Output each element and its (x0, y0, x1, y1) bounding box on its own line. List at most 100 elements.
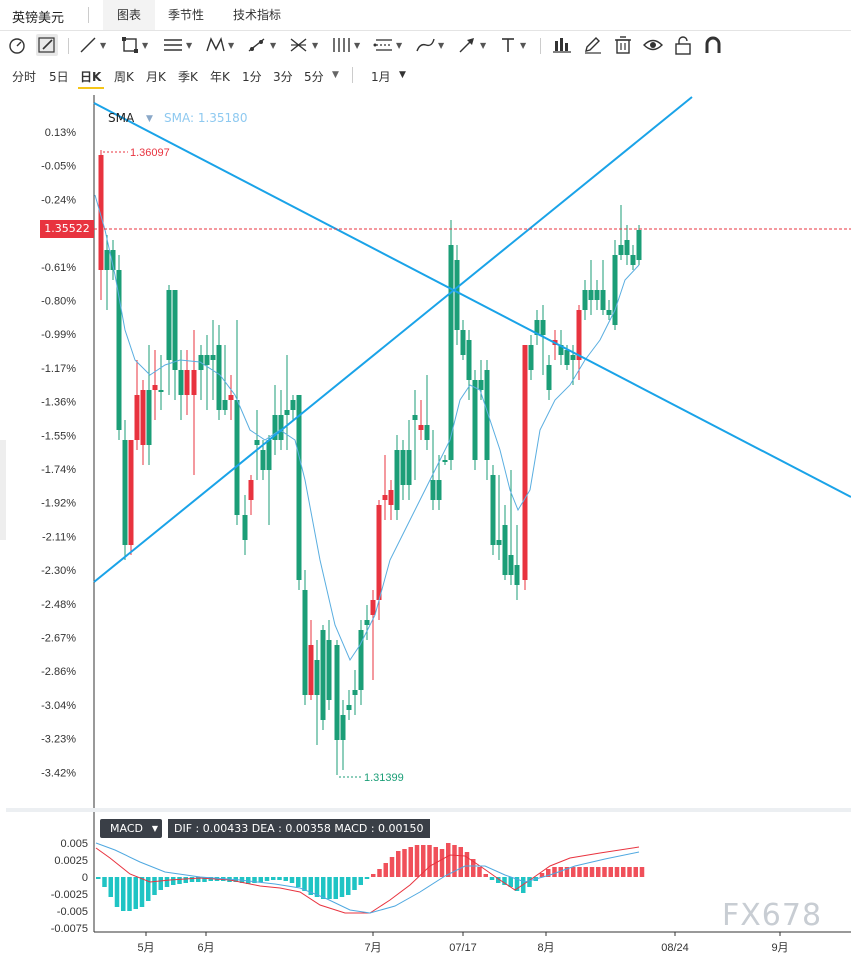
period-3min[interactable]: 3分 (273, 70, 293, 84)
macd-bar (371, 874, 376, 877)
candle-body (576, 310, 582, 360)
macd-bar (283, 877, 288, 881)
candle-body (546, 365, 552, 390)
bars-icon[interactable]: ▼ (333, 38, 361, 52)
macd-bar (102, 877, 107, 887)
bar-chart-icon[interactable] (551, 34, 573, 56)
eye-icon[interactable] (642, 34, 664, 56)
x-tick-label: 5月 (137, 942, 154, 953)
y-tick-label: -3.23% (41, 734, 76, 746)
macd-bar (639, 867, 645, 877)
tab-technical-indicators[interactable]: 技术指标 (232, 8, 281, 22)
magnet-icon[interactable] (702, 34, 724, 56)
brush-icon[interactable]: ▼ (414, 34, 444, 56)
period-5day[interactable]: 5日 (49, 70, 69, 84)
period-yearly[interactable]: 年K (210, 70, 230, 84)
candle-body (152, 385, 158, 390)
macd-bar (564, 867, 570, 877)
period-1min[interactable]: 1分 (242, 70, 262, 84)
candle-body (346, 705, 352, 710)
candle-body (594, 290, 600, 300)
candle-body (302, 590, 308, 695)
candle-body (496, 540, 502, 545)
candle-body (636, 230, 642, 260)
candle-body (448, 245, 454, 460)
side-panel-handle[interactable] (0, 440, 6, 540)
period-5min[interactable]: 5分 (304, 70, 324, 84)
x-tick-label: 07/17 (449, 942, 477, 953)
period-weekly[interactable]: 周K (114, 70, 134, 84)
candle-body (564, 350, 570, 365)
macd-bar (177, 877, 182, 884)
macd-y-tick-label: -0.005 (57, 906, 88, 918)
candle-body (394, 450, 400, 510)
candle-body (376, 505, 382, 600)
macd-bar (296, 877, 301, 887)
macd-bar (202, 877, 207, 882)
macd-bar (421, 845, 426, 877)
range-select[interactable]: 1月 (371, 70, 391, 84)
candle-body (204, 355, 210, 365)
y-tick-label: -1.17% (41, 363, 76, 375)
y-tick-label: -1.74% (41, 464, 76, 476)
x-tick-label: 8月 (537, 942, 554, 953)
period-monthly[interactable]: 月K (146, 70, 166, 84)
symbol-title: 英镑美元 (12, 11, 65, 26)
macd-bar (627, 867, 632, 877)
macd-bar (127, 877, 132, 911)
tab-chart[interactable]: 图表 (103, 0, 155, 30)
sma-label[interactable]: SMA (108, 111, 135, 125)
macd-bar (433, 847, 438, 877)
watermark: FX678 (722, 898, 823, 933)
macd-bar (539, 873, 545, 877)
y-tick-label: -2.30% (41, 565, 76, 577)
macd-bar (552, 867, 557, 877)
range-caret[interactable]: ▼ (399, 70, 406, 80)
y-tick-label: 0.13% (45, 127, 76, 139)
macd-bar (471, 859, 476, 877)
parallel-lines-icon[interactable]: ▼ (164, 39, 193, 51)
macd-bar (339, 877, 345, 897)
macd-bar (327, 877, 332, 899)
period-more-caret[interactable]: ▼ (332, 70, 339, 80)
low-marker-label: 1.31399 (364, 772, 404, 784)
candle-body (278, 415, 284, 440)
trash-icon[interactable] (612, 34, 634, 56)
fib-icon[interactable]: ▼ (372, 34, 402, 56)
tab-seasonality[interactable]: 季节性 (167, 8, 204, 22)
candle-body (400, 450, 406, 485)
pattern-icon[interactable]: ▼ (204, 34, 234, 56)
sma-line (94, 194, 640, 662)
pencil-icon[interactable] (36, 34, 58, 56)
candle-body (454, 260, 460, 330)
period-intraday[interactable]: 分时 (12, 70, 37, 84)
macd-bar (402, 849, 407, 877)
edit-icon[interactable] (582, 34, 604, 56)
period-quarterly[interactable]: 季K (178, 70, 198, 84)
line-icon[interactable]: ▼ (78, 34, 106, 56)
lock-icon[interactable] (672, 34, 694, 56)
macd-bar (133, 877, 138, 909)
macd-bar (464, 852, 470, 877)
macd-bar (508, 877, 513, 887)
rectangle-icon[interactable]: ▼ (120, 34, 148, 56)
gauge-icon[interactable] (7, 34, 27, 56)
candle-body (624, 240, 630, 255)
candle-body (502, 525, 508, 575)
fork-icon[interactable]: ▼ (246, 34, 276, 56)
macd-bar (152, 877, 157, 895)
candle-body (340, 715, 346, 740)
macd-bar (164, 877, 170, 887)
trendline-descending (93, 102, 851, 498)
cross-lines-icon[interactable]: ▼ (288, 34, 318, 56)
macd-selector[interactable]: MACD ▼ (100, 819, 162, 838)
sma-dropdown-caret[interactable]: ▼ (146, 114, 153, 124)
text-icon[interactable]: ▼ (502, 38, 527, 52)
arrow-icon[interactable]: ▼ (456, 34, 486, 56)
candle-body (570, 355, 576, 360)
current-price-tag: 1.35522 (40, 220, 94, 238)
macd-bar (321, 877, 326, 899)
candle-body (248, 480, 254, 500)
period-daily[interactable]: 日K (80, 70, 102, 84)
